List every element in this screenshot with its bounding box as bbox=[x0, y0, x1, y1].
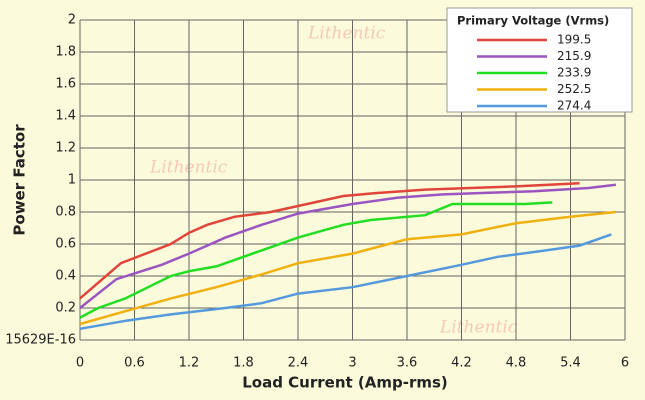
y-tick-label: 1.6 bbox=[55, 77, 76, 92]
x-axis-label: Load Current (Amp-rms) bbox=[242, 374, 448, 392]
watermark: Lithentic bbox=[307, 24, 386, 44]
x-tick-label: 3 bbox=[348, 356, 356, 371]
x-tick-label: 3.6 bbox=[397, 356, 418, 371]
watermark: Lithentic bbox=[439, 318, 518, 338]
x-tick-label: 6 bbox=[621, 356, 629, 371]
watermarks: Lithentic Lithentic Lithentic bbox=[149, 24, 518, 338]
watermark: Lithentic bbox=[149, 158, 228, 178]
legend-box bbox=[446, 7, 633, 113]
legend-label: 199.5 bbox=[557, 33, 591, 47]
x-tick-label: 0.6 bbox=[124, 356, 145, 371]
x-tick-label: 2.4 bbox=[288, 356, 309, 371]
series-line bbox=[79, 183, 617, 309]
y-tick-label: 0.2 bbox=[55, 301, 76, 316]
legend-label: 252.5 bbox=[557, 82, 591, 96]
x-tick-label: 0 bbox=[76, 356, 84, 371]
legend: Primary Voltage (Vrms) 199.5 215.9 233.9 252… bbox=[446, 7, 633, 113]
y-tick-label: 0.6 bbox=[55, 237, 76, 252]
series-line bbox=[79, 181, 580, 300]
legend-title: Primary Voltage (Vrms) bbox=[457, 14, 609, 28]
y-tick-label: 1.2 bbox=[55, 141, 76, 156]
x-tick-label: 1.8 bbox=[233, 356, 254, 371]
y-tick-label: 1.8 bbox=[55, 45, 76, 60]
x-tick-label: 4.2 bbox=[451, 356, 472, 371]
x-tick-label: 4.8 bbox=[506, 356, 527, 371]
x-tick-label: 5.4 bbox=[560, 356, 581, 371]
series-line bbox=[79, 210, 617, 326]
legend-label: 233.9 bbox=[557, 66, 591, 80]
y-tick-label: 2 bbox=[68, 13, 76, 28]
legend-label: 215.9 bbox=[557, 49, 591, 63]
series-line bbox=[79, 233, 612, 331]
y-tick-label: 0.8 bbox=[55, 205, 76, 220]
series-line bbox=[79, 201, 553, 319]
y-tick-label: 1 bbox=[68, 173, 76, 188]
y-tick-label: 1.4 bbox=[55, 109, 76, 124]
y-tick-label: 0.4 bbox=[55, 269, 76, 284]
legend-label: 274.4 bbox=[557, 99, 591, 113]
y-axis-label: Power Factor bbox=[11, 124, 29, 236]
x-tick-label: 1.2 bbox=[179, 356, 200, 371]
y-tick-label: 15629E-16 bbox=[5, 333, 76, 348]
